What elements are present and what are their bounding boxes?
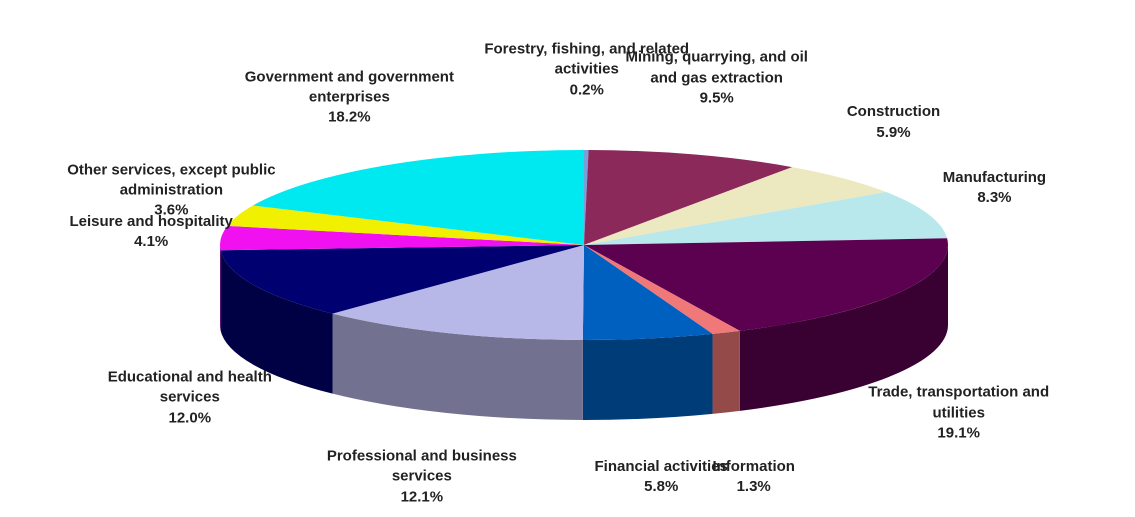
slice-label: Financial activities 5.8% [556, 457, 766, 498]
category-label: Mining, quarrying, and oil and gas extra… [625, 49, 808, 87]
category-label: Other services, except public administra… [67, 161, 276, 199]
value-label: 5.9% [876, 123, 911, 141]
slice [220, 245, 584, 314]
category-label: Financial activities [594, 457, 728, 475]
category-label: Manufacturing [942, 168, 1047, 186]
value-label: 4.1% [134, 233, 169, 251]
value-label: 9.5% [699, 89, 734, 107]
slice [584, 150, 793, 245]
slice-label: Mining, quarrying, and oil and gas extra… [612, 48, 822, 109]
category-label: Leisure and hospitality [69, 212, 233, 230]
slice-label: Leisure and hospitality 4.1% [46, 212, 256, 253]
slice-label: Professional and business services 12.1% [317, 447, 527, 508]
value-label: 12.0% [168, 409, 212, 427]
slice [220, 225, 584, 251]
category-label: Trade, transportation and utilities [868, 383, 1050, 422]
value-label: 0.2% [569, 81, 604, 99]
slice-side [739, 245, 949, 411]
slice-side [220, 245, 221, 331]
value-label: 3.6% [154, 201, 189, 219]
slice-side [582, 333, 713, 421]
value-label: 5.8% [644, 478, 679, 495]
slice [584, 150, 589, 245]
slice [584, 245, 740, 334]
slice [252, 150, 584, 245]
value-label: 8.3% [977, 189, 1012, 207]
slice-label: Trade, transportation and utilities 19.1% [854, 383, 1064, 444]
slice-label: Construction 5.9% [789, 102, 999, 143]
slice-side [220, 250, 333, 394]
slice-side [712, 330, 740, 414]
category-label: Construction [846, 103, 941, 121]
slice-label: Other services, except public administra… [66, 160, 276, 221]
slice [332, 245, 584, 340]
slice-label: Information 1.3% [649, 457, 859, 498]
value-label: 19.1% [937, 424, 980, 442]
slice-label: Manufacturing 8.3% [889, 168, 1099, 209]
slice [584, 238, 948, 331]
category-label: Professional and business services [326, 447, 517, 485]
slice-label: Forestry, fishing, and related activitie… [482, 40, 692, 101]
category-label: Educational and health services [107, 368, 272, 407]
value-label: 1.3% [736, 478, 771, 495]
slice-label: Government and government enterprises 18.… [244, 67, 454, 128]
slice [584, 192, 948, 245]
value-label: 12.1% [400, 488, 444, 506]
slice-side [332, 313, 583, 420]
slice [227, 205, 585, 245]
category-label: Forestry, fishing, and related activitie… [484, 40, 690, 78]
value-label: 18.2% [328, 108, 371, 126]
slice [584, 167, 887, 245]
category-label: Information [712, 457, 795, 475]
category-label: Government and government enterprises [244, 68, 454, 106]
slice-label: Educational and health services 12.0% [85, 368, 295, 429]
slice [582, 245, 713, 340]
